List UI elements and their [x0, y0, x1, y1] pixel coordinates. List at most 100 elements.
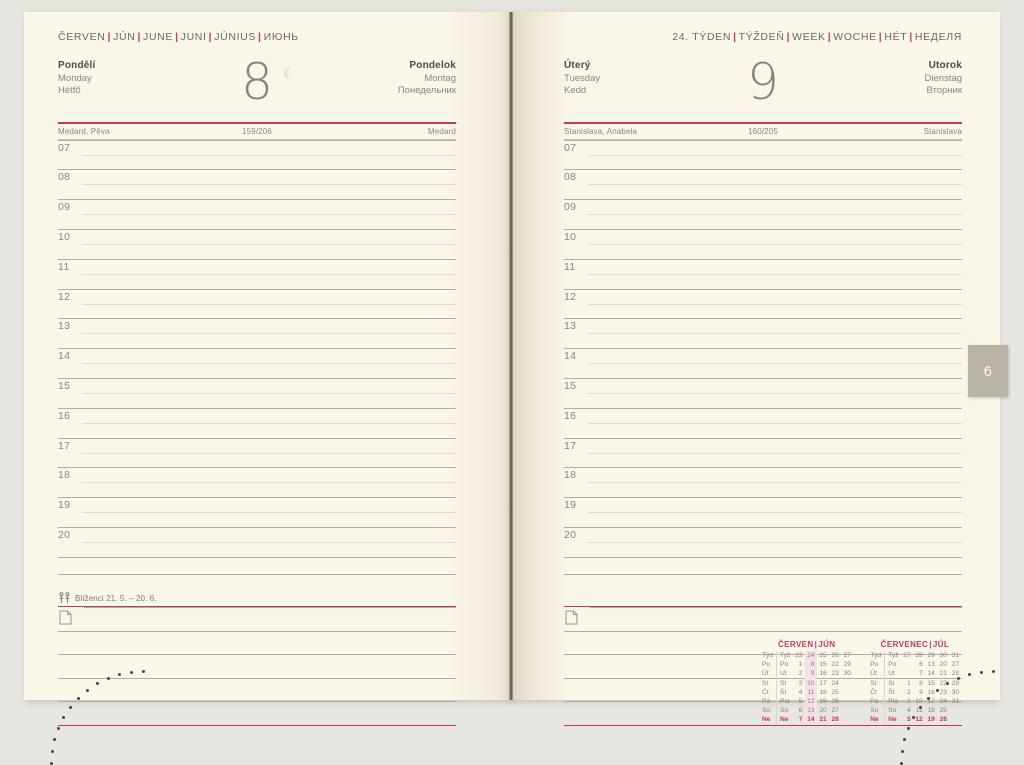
hour-row[interactable]: 13: [58, 318, 456, 348]
hour-row[interactable]: 13: [564, 318, 962, 348]
note-line[interactable]: [58, 630, 456, 655]
mini-calendar-day[interactable]: 22: [939, 679, 947, 687]
mini-calendar-day[interactable]: 28: [831, 716, 839, 724]
mini-calendar-day[interactable]: 27: [831, 707, 839, 715]
mini-calendar-day[interactable]: 30: [843, 670, 851, 678]
hour-row[interactable]: 09: [58, 199, 456, 229]
mini-calendar-day[interactable]: [841, 697, 853, 706]
mini-calendar-day[interactable]: 21: [939, 670, 947, 678]
mini-calendar-day[interactable]: 15: [819, 661, 827, 669]
mini-calendar-day[interactable]: 9: [804, 669, 817, 679]
mini-calendar-day[interactable]: 16: [927, 688, 935, 696]
hour-row[interactable]: 19: [564, 497, 962, 527]
mini-calendar-day[interactable]: 21: [819, 716, 827, 724]
hour-row[interactable]: 10: [58, 228, 456, 259]
mini-calendar-day[interactable]: 23: [831, 670, 839, 678]
mini-calendar-day[interactable]: [841, 688, 853, 697]
hour-row[interactable]: 20: [58, 526, 456, 557]
mini-calendar-day[interactable]: 4: [798, 688, 803, 696]
mini-calendar-day[interactable]: 1: [798, 661, 803, 669]
note-line[interactable]: [58, 677, 456, 702]
hour-row[interactable]: 18: [564, 467, 962, 497]
mini-calendar-day[interactable]: 14: [804, 715, 817, 725]
mini-calendar-day[interactable]: 25: [939, 707, 947, 715]
note-line[interactable]: [58, 607, 456, 631]
mini-calendar-day[interactable]: 24: [939, 697, 947, 705]
hour-row[interactable]: 20: [564, 526, 962, 557]
hour-row[interactable]: 12: [564, 288, 962, 319]
hour-row[interactable]: 12: [58, 288, 456, 319]
note-line[interactable]: [564, 607, 962, 631]
mini-calendar-day[interactable]: 17: [927, 697, 935, 705]
mini-calendar-day[interactable]: 26: [831, 697, 839, 705]
mini-calendar-day[interactable]: 11: [915, 707, 923, 715]
hour-row[interactable]: 15: [564, 377, 962, 408]
mini-calendar-day[interactable]: 22: [831, 661, 839, 669]
hour-row-blank[interactable]: [58, 556, 456, 574]
mini-calendar-day[interactable]: 5: [906, 716, 911, 724]
mini-calendar-day[interactable]: 25: [831, 688, 839, 696]
note-line[interactable]: [564, 677, 962, 702]
mini-calendar-day[interactable]: 23: [939, 688, 947, 696]
hour-row[interactable]: 11: [58, 258, 456, 289]
note-line[interactable]: [58, 701, 456, 725]
mini-calendar-day[interactable]: 13: [927, 661, 935, 669]
hour-row-blank[interactable]: [564, 573, 962, 591]
note-line[interactable]: [564, 630, 962, 655]
mini-calendar-day[interactable]: 12: [915, 716, 923, 724]
hour-row[interactable]: 10: [564, 228, 962, 259]
mini-calendar-day[interactable]: 9: [919, 688, 923, 696]
mini-calendar-day[interactable]: 10: [804, 678, 817, 688]
note-line[interactable]: [564, 654, 962, 678]
mini-calendar-day[interactable]: 6: [798, 707, 803, 715]
mini-calendar-day[interactable]: 5: [798, 697, 803, 705]
left-notes-area[interactable]: [58, 607, 456, 725]
mini-calendar-day[interactable]: 18: [819, 688, 827, 696]
hour-row[interactable]: 14: [58, 348, 456, 378]
mini-calendar-day[interactable]: 27: [951, 661, 960, 669]
mini-calendar-day[interactable]: 19: [819, 697, 827, 705]
mini-calendar-day[interactable]: 17: [819, 679, 827, 687]
mini-calendar-day[interactable]: 8: [804, 660, 817, 670]
hour-row[interactable]: 18: [58, 467, 456, 497]
mini-calendar-day[interactable]: 30: [951, 688, 960, 696]
mini-calendar-day[interactable]: 28: [951, 670, 960, 678]
mini-calendar-day[interactable]: 18: [927, 707, 935, 715]
hour-row[interactable]: 07: [564, 139, 962, 170]
hour-row[interactable]: 17: [58, 437, 456, 468]
mini-calendar-day[interactable]: [949, 715, 961, 724]
right-notes-area[interactable]: [564, 607, 962, 725]
mini-calendar-day[interactable]: [949, 706, 961, 715]
hour-row[interactable]: 07: [58, 139, 456, 170]
hour-row-blank[interactable]: [58, 573, 456, 591]
mini-calendar-day[interactable]: 1: [906, 679, 911, 687]
mini-calendar-day[interactable]: 10: [915, 697, 923, 705]
note-line[interactable]: [564, 701, 962, 725]
hour-row[interactable]: 08: [564, 169, 962, 199]
hour-row[interactable]: 16: [564, 407, 962, 438]
mini-calendar-day[interactable]: 20: [939, 661, 947, 669]
hour-row[interactable]: 16: [58, 407, 456, 438]
mini-calendar-day[interactable]: 8: [919, 679, 923, 687]
mini-calendar-day[interactable]: 3: [906, 697, 911, 705]
mini-calendar-day[interactable]: 16: [819, 670, 827, 678]
mini-calendar-day[interactable]: [841, 679, 853, 688]
mini-calendar-day[interactable]: 3: [798, 679, 803, 687]
mini-calendar-day[interactable]: 7: [919, 670, 923, 678]
mini-calendar-day[interactable]: 13: [804, 706, 817, 716]
month-index-tab[interactable]: 6: [968, 345, 1008, 397]
mini-calendar-day[interactable]: 14: [927, 670, 935, 678]
mini-calendar-day[interactable]: 2: [906, 688, 911, 696]
hour-row[interactable]: 19: [58, 497, 456, 527]
mini-calendar-day[interactable]: 11: [804, 687, 817, 697]
hour-row[interactable]: 17: [564, 437, 962, 468]
mini-calendar-day[interactable]: 29: [951, 679, 960, 687]
note-line[interactable]: [58, 654, 456, 678]
hour-row-blank[interactable]: [564, 556, 962, 574]
mini-calendar-day[interactable]: [841, 706, 853, 715]
mini-calendar-day[interactable]: 2: [798, 670, 803, 678]
mini-calendar-day[interactable]: 7: [798, 716, 803, 724]
mini-calendar-day[interactable]: 31: [951, 697, 960, 705]
mini-calendar-day[interactable]: 4: [906, 707, 911, 715]
mini-calendar-day[interactable]: 15: [927, 679, 935, 687]
